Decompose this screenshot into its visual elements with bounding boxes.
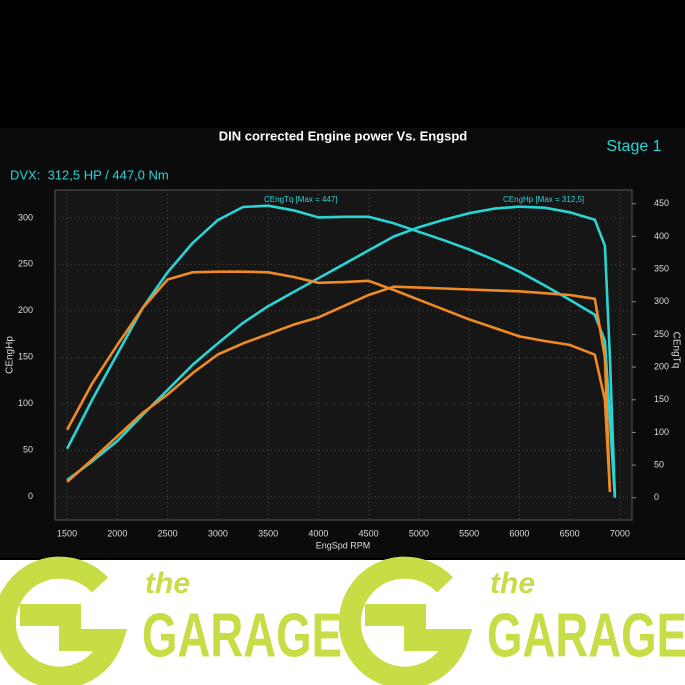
y2-tick-label: 200 [654,361,669,371]
x-tick-label: 3000 [208,528,228,538]
y2-tick-label: 450 [654,198,669,208]
y2-tick-label: 100 [654,427,669,437]
subtitle: Stage 1 [606,138,661,155]
x-tick-label: 3500 [258,528,278,538]
y2-axis-label: CEngTq [670,332,681,369]
chart-title: DIN corrected Engine power Vs. Engspd [219,128,468,143]
y2-tick-label: 0 [654,492,659,502]
y2-tick-label: 350 [654,263,669,273]
series-line [65,204,617,498]
logo-small: the [490,567,535,600]
annotation: CEngHp [Max = 312,5] [503,195,584,204]
x-tick-label: 5500 [459,528,479,538]
logo-icon [338,556,473,685]
logo-small: the [145,567,190,600]
x-tick-label: 2000 [107,528,127,538]
x-axis-label: EngSpd RPM [316,540,371,550]
y-tick-label: 0 [28,491,33,501]
y-tick-label: 50 [23,445,33,455]
x-tick-label: 7000 [610,528,630,538]
x-tick-label: 6000 [509,528,529,538]
y-tick-label: 200 [18,305,33,315]
annotation: CEngTq [Max = 447] [264,195,338,204]
x-tick-label: 4000 [308,528,328,538]
y-tick-label: 100 [18,398,33,408]
series-line [65,270,612,492]
series-line [66,205,617,497]
y2-tick-label: 50 [654,459,664,469]
y2-tick-label: 150 [654,394,669,404]
y-tick-label: 300 [18,212,33,222]
x-tick-label: 1500 [57,528,77,538]
logo-big: GARAGE [487,601,685,670]
x-tick-label: 5000 [409,528,429,538]
summary: DVX: 312,5 HP / 447,0 Nm [10,167,169,182]
y-tick-label: 150 [18,352,33,362]
logo-icon [0,556,128,685]
x-tick-label: 4500 [359,528,379,538]
y2-tick-label: 400 [654,231,669,241]
x-tick-label: 6500 [560,528,580,538]
y-axis-label: CEngHp [5,336,16,374]
y2-tick-label: 250 [654,329,669,339]
logo-big: GARAGE [142,601,342,670]
plot-area [54,189,633,521]
y-tick-label: 250 [18,259,33,269]
y2-tick-label: 300 [654,296,669,306]
series-line [66,285,612,493]
x-tick-label: 2500 [158,528,178,538]
